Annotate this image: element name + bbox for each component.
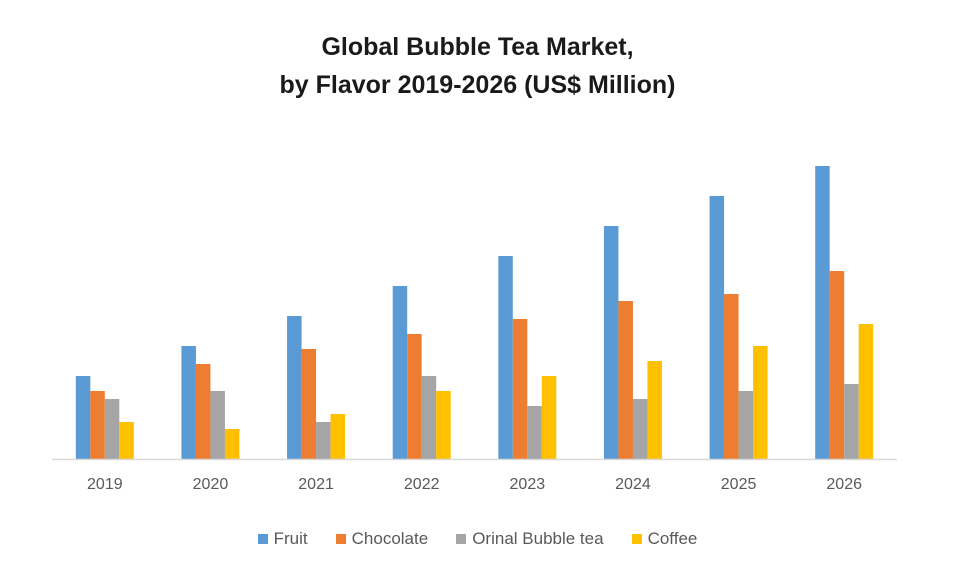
legend-item-chocolate: Chocolate	[335, 529, 429, 549]
legend-item-coffee: Coffee	[631, 529, 698, 549]
bar-chocolate-2021	[301, 349, 317, 459]
bar-coffee-2020	[224, 429, 240, 459]
legend-label: Coffee	[647, 529, 698, 548]
legend-swatch	[335, 534, 346, 544]
x-tick-label: 2023	[510, 476, 546, 493]
bar-coffee-2022	[436, 391, 451, 459]
bar-chocolate-2019	[90, 391, 105, 459]
bar-orinal-bubble-tea-2020	[210, 391, 225, 459]
bar-orinal-bubble-tea-2024	[632, 399, 648, 459]
chart-title-line-1: Global Bubble Tea Market,	[321, 33, 634, 61]
bar-orinal-bubble-tea-2026	[844, 384, 859, 459]
x-tick-label: 2025	[721, 476, 757, 493]
bar-orinal-bubble-tea-2021	[316, 422, 331, 459]
bars-group	[75, 166, 874, 459]
bar-chocolate-2023	[512, 319, 528, 459]
legend-label: Fruit	[273, 529, 308, 548]
bar-orinal-bubble-tea-2025	[738, 391, 754, 459]
bar-chocolate-2020	[195, 364, 211, 459]
bar-fruit-2022	[392, 286, 408, 459]
x-tick-label: 2020	[193, 476, 229, 493]
bar-chocolate-2026	[829, 271, 845, 459]
legend-swatch	[456, 534, 467, 544]
legend-item-fruit: Fruit	[257, 529, 308, 549]
bar-coffee-2025	[753, 346, 768, 459]
bar-fruit-2024	[603, 226, 619, 459]
legend: Fruit Chocolate Orinal Bubble tea Coffee	[0, 529, 955, 549]
bar-fruit-2020	[181, 346, 196, 459]
bar-coffee-2026	[858, 324, 874, 459]
bar-orinal-bubble-tea-2022	[421, 376, 437, 459]
legend-swatch	[257, 534, 268, 544]
bar-fruit-2026	[815, 166, 830, 459]
x-tick-label: 2021	[298, 476, 334, 493]
bar-orinal-bubble-tea-2023	[527, 406, 542, 459]
legend-swatch	[631, 534, 642, 544]
bar-orinal-bubble-tea-2019	[104, 399, 120, 459]
legend-item-orinal-bubble-tea: Orinal Bubble tea	[456, 529, 604, 549]
x-tick-labels: 2019 2020 2021 2022 2023 2024 2025 2026	[87, 476, 862, 493]
bar-chocolate-2025	[724, 294, 739, 459]
bar-fruit-2021	[287, 316, 302, 459]
bar-coffee-2023	[541, 376, 557, 459]
bar-fruit-2019	[75, 376, 91, 459]
bar-chocolate-2024	[618, 301, 633, 459]
bar-coffee-2019	[119, 422, 134, 459]
x-tick-label: 2024	[615, 476, 651, 493]
bar-coffee-2024	[647, 361, 662, 459]
x-tick-label: 2026	[826, 476, 862, 493]
bar-fruit-2025	[709, 196, 725, 459]
x-tick-label: 2019	[87, 476, 123, 493]
bar-chocolate-2022	[407, 334, 422, 459]
x-tick-label: 2022	[404, 476, 440, 493]
bar-fruit-2023	[498, 256, 513, 459]
bar-coffee-2021	[330, 414, 346, 459]
chart-title: Global Bubble Tea Market, by Flavor 2019…	[0, 28, 955, 104]
chart-title-line-2: by Flavor 2019-2026 (US$ Million)	[279, 71, 676, 99]
legend-label: Orinal Bubble tea	[472, 529, 604, 548]
legend-label: Chocolate	[351, 529, 429, 548]
